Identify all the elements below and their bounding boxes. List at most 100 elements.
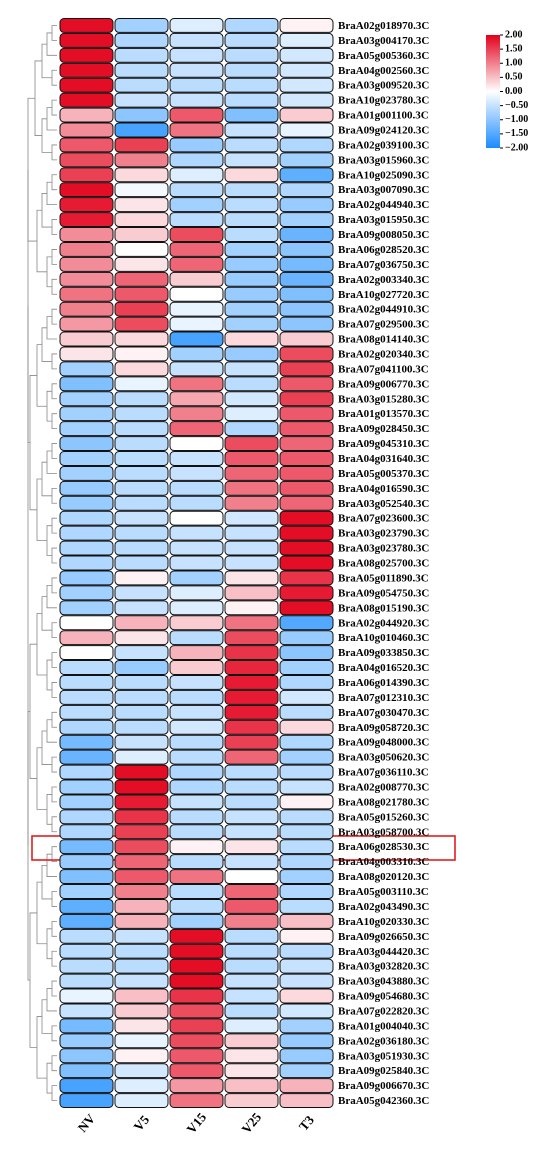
row-label: BraA04g016590.3C [338, 483, 429, 495]
heat-cell [279, 346, 334, 362]
heat-cell [114, 540, 169, 556]
color-bar-label: 1.00 [505, 58, 523, 69]
row-label: BraA03g007090.3C [338, 184, 429, 196]
row-label: BraA07g036750.3C [338, 259, 429, 271]
heat-cell [59, 585, 114, 601]
row-label: BraA06g014390.3C [338, 677, 429, 689]
dendrogram-branch [29, 912, 37, 1048]
dendrogram-branch [51, 577, 57, 594]
heat-cell [59, 898, 114, 914]
row-label: BraA07g023600.3C [338, 513, 429, 525]
heat-cell [224, 182, 279, 198]
row-label: BraA08g020120.3C [338, 871, 429, 883]
heat-cell [114, 779, 169, 795]
heat-cell [224, 689, 279, 705]
heat-cell [279, 197, 334, 213]
heat-cell [59, 212, 114, 228]
dendrogram-branch [51, 980, 57, 997]
heat-cell [169, 779, 224, 795]
heat-cell [169, 958, 224, 974]
heat-cell [224, 167, 279, 183]
heat-cell [169, 241, 224, 257]
heat-cell [169, 928, 224, 944]
heat-cell [114, 1048, 169, 1064]
heat-cell [224, 943, 279, 959]
heat-cell [224, 32, 279, 48]
heat-cell [169, 391, 224, 407]
heat-cell [169, 839, 224, 855]
heat-cell [169, 152, 224, 168]
heat-cell [114, 436, 169, 452]
heat-cell [169, 525, 224, 541]
heat-cell [59, 18, 114, 33]
heat-cell [279, 749, 334, 765]
row-label: BraA03g023790.3C [338, 528, 429, 540]
heat-cell [59, 854, 114, 870]
dendrogram-branch [51, 891, 57, 907]
heat-cell [279, 943, 334, 959]
heat-cell [224, 719, 279, 735]
heat-cell [114, 241, 169, 257]
heat-cell [169, 182, 224, 198]
heat-cell [169, 660, 224, 675]
dendrogram-branch [51, 1055, 57, 1072]
heat-cell [224, 495, 279, 511]
heat-cell [279, 555, 334, 571]
heat-cell [169, 301, 224, 317]
heat-cell [114, 465, 169, 481]
heat-cell [169, 1033, 224, 1049]
heat-cell [169, 1003, 224, 1019]
heat-cell [279, 660, 334, 675]
heat-cell [114, 346, 169, 362]
heat-cell [169, 764, 224, 780]
heat-cell [279, 764, 334, 780]
heat-cell [59, 421, 114, 437]
dendrogram-branch [51, 1085, 57, 1101]
heat-cell [169, 570, 224, 586]
heat-cell [59, 839, 114, 855]
row-label: BraA08g014140.3C [338, 334, 429, 346]
heat-cell [224, 1078, 279, 1094]
heat-cell [59, 32, 114, 48]
row-label: BraA08g015190.3C [338, 602, 429, 614]
heat-cell [59, 779, 114, 795]
heat-cell [224, 973, 279, 989]
heat-cell [59, 1033, 114, 1049]
column-label: NV [75, 1111, 99, 1135]
dendrogram-branch [51, 144, 57, 161]
heat-cell [114, 764, 169, 780]
row-label: BraA02g020340.3C [338, 348, 429, 360]
row-label: BraA03g051930.3C [338, 1050, 429, 1062]
heat-cell [114, 794, 169, 810]
heat-cell [279, 331, 334, 347]
heat-cell [169, 167, 224, 183]
heat-cell [279, 540, 334, 556]
heat-cell [59, 704, 114, 720]
heat-cell [279, 495, 334, 511]
heat-cell [279, 645, 334, 661]
row-label: BraA02g044910.3C [338, 304, 429, 316]
heat-cell [169, 316, 224, 332]
heat-cell [224, 1018, 279, 1034]
heat-cell [114, 406, 169, 422]
row-label: BraA09g048000.3C [338, 737, 429, 749]
heat-cell [224, 376, 279, 392]
heat-cell [279, 1033, 334, 1049]
heat-cell [279, 480, 334, 496]
heat-cell [169, 585, 224, 601]
column-label: V25 [238, 1109, 264, 1136]
heat-cell [59, 1093, 114, 1108]
heat-cell [279, 988, 334, 1004]
row-label: BraA09g026650.3C [338, 931, 429, 943]
heat-cell [279, 451, 334, 466]
heat-cell [169, 854, 224, 870]
row-label: BraA03g058700.3C [338, 826, 429, 838]
row-label: BraA01g013570.3C [338, 408, 429, 420]
heat-cell [279, 884, 334, 899]
heat-cell [279, 137, 334, 153]
heat-cell [224, 421, 279, 437]
row-label: BraA02g039100.3C [338, 139, 429, 151]
row-label: BraA09g024120.3C [338, 125, 429, 137]
heat-cell [114, 286, 169, 302]
